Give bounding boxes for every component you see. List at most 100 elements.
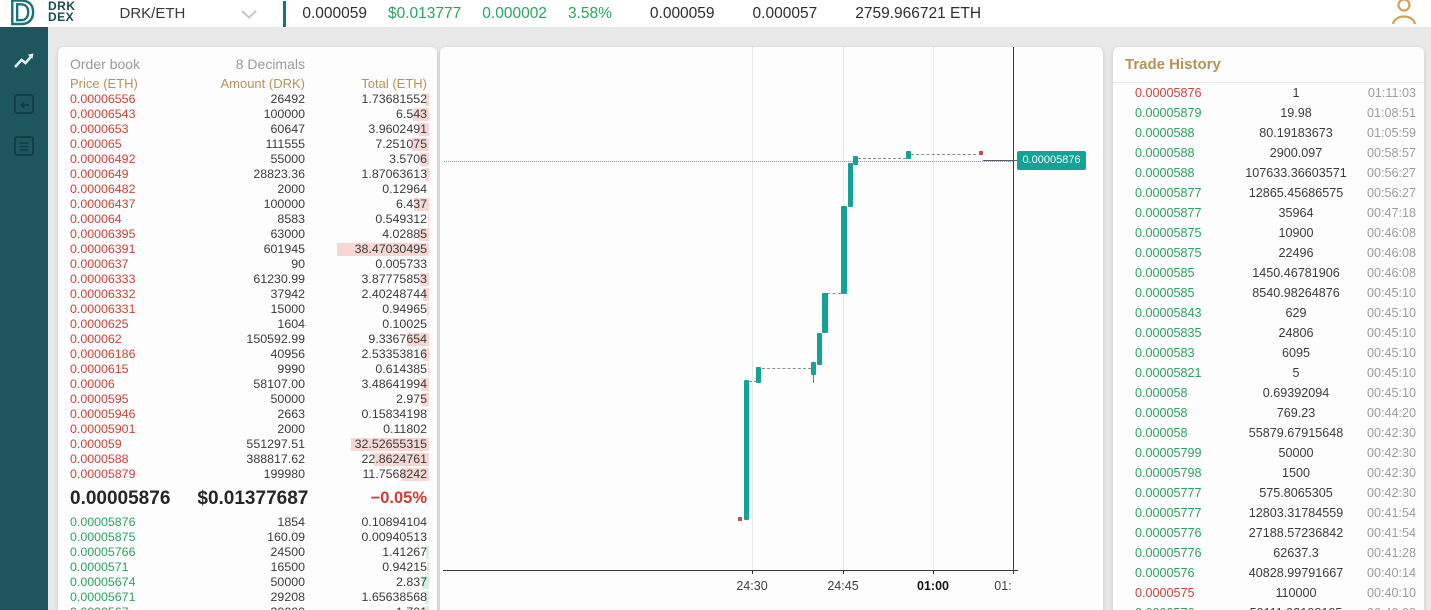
order-book-ask-row[interactable]: 0.00005946 2663 0.15834198 [70,407,427,421]
trade-history-title: Trade History [1125,56,1221,73]
axis-tick [933,570,934,574]
sidebar-item-orders[interactable] [0,85,48,127]
trade-history-row[interactable]: 0.0000585 8540.98264876 00:45:10 [1135,286,1416,300]
trade-history-row[interactable]: 0.00005777 12803.31784559 00:41:54 [1135,506,1416,520]
trade-history-row[interactable]: 0.00005777 575.8065305 00:42:30 [1135,486,1416,500]
order-book-ask-row[interactable]: 0.00006482 2000 0.12964 [70,182,427,196]
trade-history-row[interactable]: 0.000058 55879.67915648 00:42:30 [1135,426,1416,440]
order-book-ask-row[interactable]: 0.000062 150592.99 9.3367654 [70,332,429,346]
order-book-bid-row[interactable]: 0.00005876 1854 0.10894104 [70,515,427,529]
trade-marker-dot [738,517,742,521]
depth-bar [427,561,429,574]
trade-history-row[interactable]: 0.0000575 110000 00:40:10 [1135,586,1416,600]
account-button[interactable] [1389,0,1419,27]
depth-bar [337,243,429,256]
order-book-ask-row[interactable]: 0.000065 111555 7.251075 [70,137,429,151]
order-book-panel: Order book 8 Decimals Price (ETH) Amount… [58,47,437,610]
candlestick [841,206,847,294]
trade-history-row[interactable]: 0.000057650111.9319819500:40:08 [1113,603,1424,610]
trade-history-row[interactable]: 0.00005821 5 00:45:10 [1135,366,1416,380]
order-book-ask-row[interactable]: 0.0000649 28823.36 1.87063613 [70,167,429,181]
stat-last-price: 0.000059 [302,4,367,22]
order-book-ask-row[interactable]: 0.0000625 1604 0.10025 [70,317,427,331]
order-book-ask-row[interactable]: 0.00006391 601945 38.47030495 [70,242,429,256]
depth-bar [421,378,429,391]
candlestick [811,362,816,375]
trade-history-row[interactable]: 0.0000585 1450.46781906 00:46:08 [1135,266,1416,280]
price-leader-line [983,160,1017,161]
order-book-bid-row[interactable]: 0.00005674 50000 2.837 [70,575,429,589]
order-book-title: Order book [70,56,141,72]
axis-tick [843,570,844,574]
order-book-ask-row[interactable]: 0.0000637 90 0.005733 [70,257,427,271]
trade-history-row[interactable]: 0.00005879 19.98 01:08:51 [1135,106,1416,120]
trade-history-row[interactable]: 0.00005835 24806 00:45:10 [1135,326,1416,340]
depth-bar [422,576,429,589]
last-price-usd: $0.01377687 [197,487,309,509]
logo-d-icon: D [9,0,36,27]
order-book-bid-row[interactable]: 0.00005671 29208 1.65638568 [70,590,429,604]
trade-history-row[interactable]: 0.00005798 1500 00:42:30 [1135,466,1416,480]
order-book-ask-row[interactable]: 0.00005901 2000 0.11802 [70,422,427,436]
trade-history-row[interactable]: 0.00005776 62637.3 00:41:28 [1135,546,1416,560]
trade-history-row[interactable]: 0.000058 769.23 00:44:20 [1135,406,1416,420]
candle-connector [858,158,906,159]
price-change-badge: −0.05% [370,489,427,507]
order-book-ask-row[interactable]: 0.000059 551297.51 32.52655315 [70,437,429,451]
candlestick [822,293,828,333]
ticker-stats: 0.000059 $0.013777 0.000002 3.58% 0.000059 0.… [302,5,1002,23]
trade-history-row[interactable]: 0.0000576 40828.99791667 00:40:14 [1135,566,1416,580]
trade-history-row[interactable]: 0.00005875 22496 00:46:08 [1135,246,1416,260]
order-book-ask-row[interactable]: 0.00006331 15000 0.94965 [70,302,429,316]
candlestick-chart[interactable]: 0.00005876 24:30 24:45 01:00 01: [440,47,1103,610]
depth-bar [414,198,429,211]
order-book-ask-row[interactable]: 0.00006543 100000 6.543 [70,107,429,121]
left-sidebar [0,27,48,610]
pair-selector[interactable]: DRK/ETH [120,5,258,22]
sidebar-item-markets-chart[interactable] [0,43,48,85]
sidebar-item-trade-list[interactable] [0,127,48,169]
trade-history-row[interactable]: 0.0000588 2900.097 00:58:57 [1135,146,1416,160]
decimals-selector[interactable]: 8 Decimals [235,56,305,72]
order-book-ask-row[interactable]: 0.00006492 55000 3.5706 [70,152,429,166]
order-book-ask-row[interactable]: 0.00006333 61230.99 3.87775853 [70,272,429,286]
app-logo: D DRK DEX [8,0,76,27]
depth-bar [425,93,429,106]
order-book-ask-row[interactable]: 0.00006 58107.00 3.48641994 [70,377,429,391]
order-book-ask-row[interactable]: 0.00005879 199980 11.7568242 [70,467,429,481]
trade-history-row[interactable]: 0.00005843 629 00:45:10 [1135,306,1416,320]
order-book-ask-row[interactable]: 0.00006556 26492 1.73681552 [70,92,429,106]
order-book-bid-row[interactable]: 0.00005766 24500 1.41267 [70,545,429,559]
time-axis-line [443,570,1018,571]
trade-history-row[interactable]: 0.00005877 12865.45686575 00:56:27 [1135,186,1416,200]
trade-history-row[interactable]: 0.000058 0.69392094 00:45:10 [1135,386,1416,400]
trade-history-row[interactable]: 0.0000588 80.19183673 01:05:59 [1135,126,1416,140]
order-book-ask-row[interactable]: 0.0000615 9990 0.614385 [70,362,429,376]
order-book-ask-row[interactable]: 0.0000588 388817.62 22.8624761 [70,452,429,466]
chart-panel: 0.00005876 24:30 24:45 01:00 01: [440,47,1103,610]
trade-history-row[interactable]: 0.0000588 107633.36603571 00:56:27 [1135,166,1416,180]
svg-text:D: D [10,0,35,27]
order-book-ask-row[interactable]: 0.00006395 63000 4.02885 [70,227,429,241]
candlestick [817,333,822,365]
trade-history-row[interactable]: 0.00005776 27188.57236842 00:41:54 [1135,526,1416,540]
order-book-ask-row[interactable]: 0.0000653 60647 3.9602491 [70,122,429,136]
col-price: Price (ETH) [70,76,138,91]
trade-history-row[interactable]: 0.00005876 1 01:11:03 [1135,86,1416,100]
order-book-bid-row[interactable]: 0.0000567300001.701 [58,605,437,610]
order-book-bid-row[interactable]: 0.00005875 160.09 0.00940513 [70,530,427,544]
candlestick [906,151,911,159]
order-book-bid-row[interactable]: 0.0000571 16500 0.94215 [70,560,429,574]
order-book-ask-row[interactable]: 0.0000595 50000 2.975 [70,392,429,406]
chart-line-icon [12,50,36,79]
order-book-ask-row[interactable]: 0.00006186 40956 2.53353816 [70,347,429,361]
trade-history-row[interactable]: 0.0000583 6095 00:45:10 [1135,346,1416,360]
last-price: 0.00005876 [70,487,171,509]
trade-history-row[interactable]: 0.00005799 50000 00:42:30 [1135,446,1416,460]
order-book-ask-row[interactable]: 0.000064 8583 0.549312 [70,212,429,226]
order-book-ask-row[interactable]: 0.00006437 100000 6.437 [70,197,429,211]
stat-high-24h: 0.000059 [649,4,715,22]
order-book-ask-row[interactable]: 0.00006332 37942 2.40248744 [70,287,429,301]
trade-history-row[interactable]: 0.00005875 10900 00:46:08 [1135,226,1416,240]
trade-history-row[interactable]: 0.00005877 35964 00:47:18 [1135,206,1416,220]
